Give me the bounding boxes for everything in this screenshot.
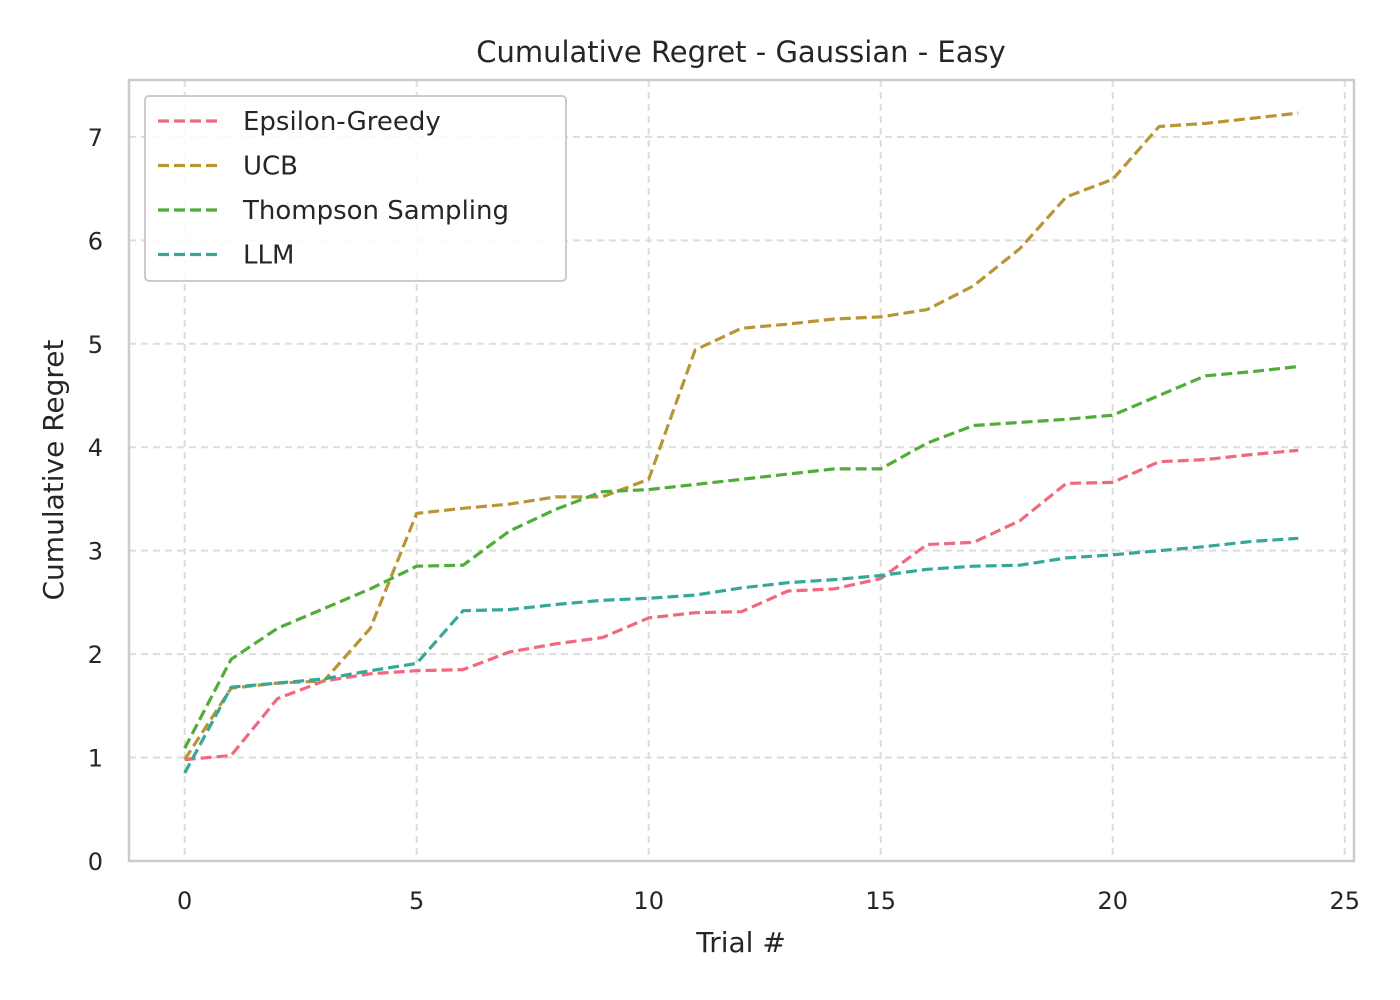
- y-axis-title: Cumulative Regret: [37, 339, 70, 600]
- x-tick-label: 15: [865, 887, 896, 915]
- y-tick-label: 5: [88, 331, 103, 359]
- x-tick-label: 10: [633, 887, 664, 915]
- legend-label: Thompson Sampling: [242, 196, 509, 226]
- x-tick-label: 0: [177, 887, 192, 915]
- series-line-thompson-sampling: [183, 364, 1299, 749]
- x-axis-title: Trial #: [695, 926, 786, 959]
- x-tick-labels: 0 5 10 15 20 25: [177, 887, 1360, 915]
- series-line-ucb: [183, 111, 1299, 761]
- series-line-llm: [183, 536, 1299, 774]
- legend-box: [144, 95, 567, 282]
- y-tick-label: 4: [88, 434, 103, 462]
- legend: Epsilon-Greedy UCB Thompson Sampling LLM: [144, 95, 567, 282]
- y-tick-label: 6: [88, 227, 103, 255]
- x-tick-label: 25: [1329, 887, 1360, 915]
- legend-label: LLM: [243, 241, 294, 271]
- plot-frame: [127, 78, 1356, 863]
- y-tick-label: 7: [88, 124, 103, 152]
- y-tick-label: 2: [88, 641, 103, 669]
- y-tick-label: 1: [88, 745, 103, 773]
- grid-lines: [129, 80, 1354, 862]
- y-tick-label: 3: [88, 538, 103, 566]
- legend-label: Epsilon-Greedy: [243, 107, 441, 137]
- x-tick-label: 20: [1097, 887, 1128, 915]
- y-tick-label: 0: [88, 848, 103, 876]
- series-line-epsilon-greedy: [184, 448, 1299, 762]
- legend-label: UCB: [243, 152, 298, 182]
- x-tick-label: 5: [409, 887, 424, 915]
- series-lines: [183, 111, 1299, 774]
- y-tick-labels: 0 1 2 3 4 5 6 7: [88, 124, 103, 876]
- chart-title: Cumulative Regret - Gaussian - Easy: [476, 35, 1006, 69]
